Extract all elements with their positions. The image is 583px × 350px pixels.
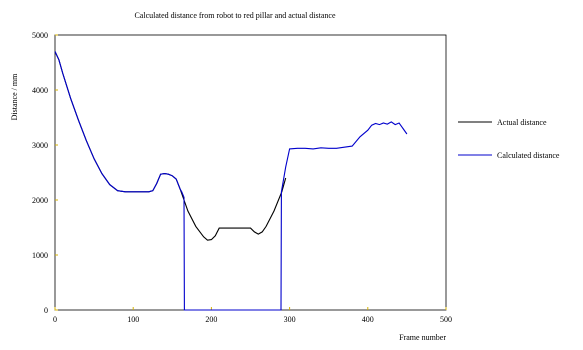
x-tick-label: 300 — [284, 315, 296, 324]
x-tick-label: 100 — [127, 315, 139, 324]
x-tick-label: 200 — [205, 315, 217, 324]
x-axis-ticks: 0 100 200 300 400 500 — [53, 307, 452, 324]
legend-label-calculated-distance: Calculated distance — [497, 151, 560, 160]
y-tick-label: 5000 — [32, 31, 48, 40]
y-tick-label: 0 — [44, 306, 48, 315]
legend-label-actual-distance: Actual distance — [497, 118, 547, 127]
x-tick-label: 0 — [53, 315, 57, 324]
y-tick-label: 4000 — [32, 86, 48, 95]
x-axis-label: Frame number — [399, 333, 446, 342]
y-axis-label: Distance / mm — [10, 73, 19, 120]
series-line-calculated-distance — [54, 51, 408, 311]
chart-title: Calculated distance from robot to red pi… — [134, 11, 335, 20]
series-layer — [54, 51, 408, 311]
y-tick-label: 2000 — [32, 196, 48, 205]
x-tick-label: 400 — [362, 315, 374, 324]
y-axis-ticks: 0 1000 2000 3000 4000 5000 — [32, 31, 58, 315]
legend: Actual distance Calculated distance — [458, 118, 560, 160]
y-tick-label: 1000 — [32, 251, 48, 260]
series-line-actual-distance — [54, 51, 287, 241]
y-tick-label: 3000 — [32, 141, 48, 150]
x-tick-label: 500 — [440, 315, 452, 324]
plot-frame — [54, 34, 447, 311]
